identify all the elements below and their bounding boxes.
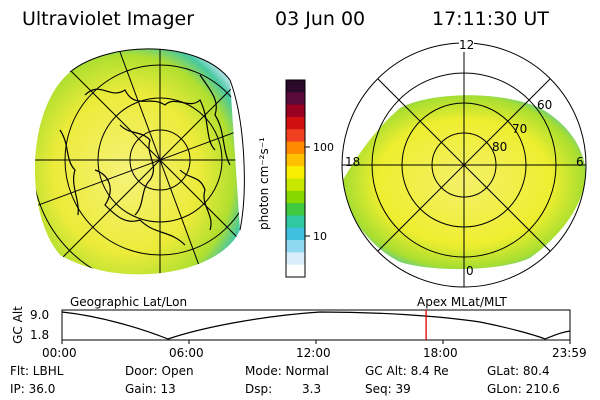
time-label: 17:11:30 UT: [432, 8, 549, 30]
date-label: 03 Jun 00: [275, 8, 366, 30]
door-info: Door: Open: [125, 364, 194, 378]
colorbar-segment: [286, 116, 305, 130]
colorbar-segment: [286, 141, 305, 155]
altitude-curve: [61, 311, 571, 340]
mlat-label-80: 80: [492, 140, 508, 154]
geographic-image: [34, 48, 245, 275]
colorbar-segment: [286, 92, 305, 106]
color-bar: [286, 80, 305, 278]
seq-info: Seq: 39: [365, 382, 411, 396]
mlat-label-60: 60: [537, 98, 553, 112]
altitude-ytick-high: 9.0: [30, 308, 50, 322]
colorbar-label-10: 10: [313, 230, 327, 243]
colorbar-unit-label: photon cm⁻²s⁻¹: [257, 137, 271, 230]
mlt-label-top: 12: [459, 38, 475, 52]
altitude-ylabel: GC Alt: [11, 306, 25, 344]
filter-info: Flt: LBHL: [10, 364, 64, 378]
right-panel-caption: Apex MLat/MLT: [417, 295, 507, 309]
colorbar-segment: [286, 215, 305, 229]
glat-info: GLat: 80.4: [487, 364, 550, 378]
colorbar-segment: [286, 166, 305, 179]
mlt-label-left: 18: [345, 155, 361, 169]
altitude-xtick-0: 00:00: [42, 346, 77, 360]
glon-info: GLon: 210.6: [487, 382, 560, 396]
gain-info: Gain: 13: [125, 382, 176, 396]
altitude-xtick-2: 12:00: [296, 346, 331, 360]
mlat-label-70: 70: [512, 122, 528, 136]
altitude-xtick-4: 23:59: [552, 346, 587, 360]
mlt-label-bottom: 0: [466, 264, 474, 278]
mode-info: Mode: Normal: [245, 364, 329, 378]
altitude-xtick-1: 06:00: [169, 346, 204, 360]
ip-info: IP: 36.0: [10, 382, 56, 396]
colorbar-segment: [286, 190, 305, 204]
dsp-value: 3.3: [302, 382, 322, 396]
colorbar-segment: [286, 178, 305, 192]
altitude-xtick-3: 18:00: [423, 346, 458, 360]
colorbar-segment: [286, 264, 305, 278]
color-bar-frame: [285, 79, 306, 278]
left-panel-caption: Geographic Lat/Lon: [70, 295, 188, 309]
apex-polar-plot: [341, 42, 587, 288]
colorbar-segment: [286, 80, 305, 93]
colorbar-segment: [286, 104, 305, 118]
instrument-title: Ultraviolet Imager: [22, 8, 195, 30]
gc-alt-info: GC Alt: 8.4 Re: [365, 364, 449, 378]
colorbar-label-100: 100: [313, 141, 334, 154]
colorbar-segment: [286, 153, 305, 167]
colorbar-segment: [286, 227, 305, 241]
colorbar-segment: [286, 240, 305, 253]
colorbar-segment: [286, 203, 305, 216]
colorbar-segment: [286, 129, 305, 143]
dsp-label: Dsp:: [245, 382, 273, 396]
mlt-label-right: 6: [576, 155, 584, 169]
altitude-ytick-low: 1.8: [30, 328, 50, 342]
altitude-plot: [61, 309, 571, 344]
colorbar-segment: [286, 252, 305, 266]
